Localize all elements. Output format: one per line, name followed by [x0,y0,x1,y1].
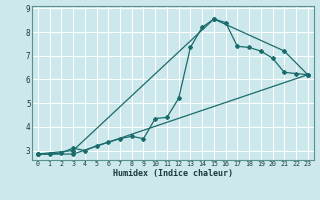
X-axis label: Humidex (Indice chaleur): Humidex (Indice chaleur) [113,169,233,178]
